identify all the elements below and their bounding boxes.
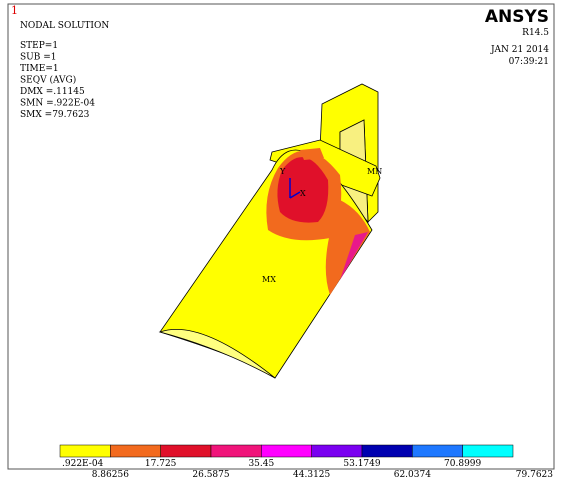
legend-band bbox=[110, 445, 160, 457]
info-line: SUB =1 bbox=[20, 53, 57, 63]
time: 07:39:21 bbox=[509, 57, 549, 67]
info-title: NODAL SOLUTION bbox=[20, 21, 109, 31]
info-line: DMX =.11145 bbox=[20, 87, 85, 97]
legend-band bbox=[312, 445, 362, 457]
axis-y-label: Y bbox=[279, 167, 286, 176]
legend-label: 44.3125 bbox=[293, 470, 330, 480]
brand-release: R14.5 bbox=[522, 28, 549, 38]
legend-label: 79.7623 bbox=[516, 470, 553, 480]
viewport: 1 NODAL SOLUTION STEP=1 SUB =1TIME=1SEQV … bbox=[0, 0, 563, 482]
info-line: SMX =79.7623 bbox=[20, 110, 90, 120]
legend-band bbox=[60, 445, 110, 457]
zone-plate bbox=[300, 148, 324, 160]
brand-name: ANSYS bbox=[485, 7, 549, 27]
info-line: SMN =.922E-04 bbox=[20, 99, 95, 109]
legend-band bbox=[161, 445, 211, 457]
axis-x-label: X bbox=[300, 189, 306, 198]
min-label: MN bbox=[367, 167, 382, 176]
legend-label: 17.725 bbox=[145, 459, 177, 469]
legend-label: 70.8999 bbox=[444, 459, 481, 469]
legend-band bbox=[463, 445, 513, 457]
legend-band bbox=[412, 445, 462, 457]
max-label: MX bbox=[262, 275, 276, 284]
info-line: STEP=1 bbox=[20, 41, 58, 51]
legend-label: 53.1749 bbox=[343, 459, 380, 469]
date: JAN 21 2014 bbox=[490, 45, 549, 55]
info-line: TIME=1 bbox=[20, 64, 59, 74]
legend-band bbox=[211, 445, 261, 457]
legend-label: 26.5875 bbox=[192, 470, 229, 480]
legend-label: 8.86256 bbox=[92, 470, 129, 480]
legend-label: 35.45 bbox=[248, 459, 274, 469]
legend-label: 62.0374 bbox=[394, 470, 431, 480]
info-line: SEQV (AVG) bbox=[20, 75, 76, 86]
screenshot: 1 NODAL SOLUTION STEP=1 SUB =1TIME=1SEQV … bbox=[0, 0, 563, 482]
window-number: 1 bbox=[11, 4, 18, 17]
legend-band bbox=[362, 445, 412, 457]
legend-band bbox=[261, 445, 311, 457]
legend-label: .922E-04 bbox=[62, 459, 104, 469]
